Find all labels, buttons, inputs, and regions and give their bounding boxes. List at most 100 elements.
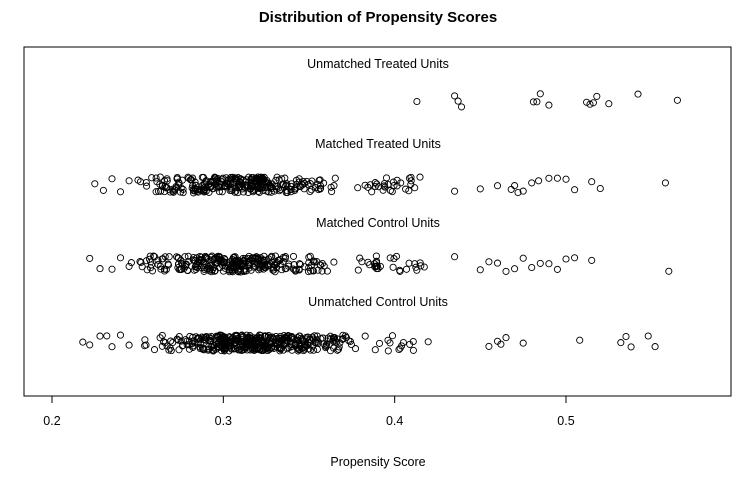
data-point [200, 186, 208, 194]
data-point [266, 334, 274, 342]
data-point [273, 341, 281, 349]
data-point [371, 182, 379, 191]
data-point [156, 334, 164, 342]
data-point [237, 268, 245, 276]
data-point [165, 253, 173, 261]
data-point [201, 336, 210, 344]
data-point [181, 336, 190, 344]
data-point [307, 186, 316, 194]
data-point [157, 187, 165, 195]
data-point [358, 258, 366, 266]
data-point [166, 344, 174, 352]
data-point [371, 346, 379, 354]
data-point [164, 260, 172, 268]
data-point [374, 265, 382, 273]
data-point [361, 332, 369, 340]
data-point [335, 343, 343, 351]
data-point [586, 100, 594, 108]
data-point [341, 332, 349, 340]
data-point [214, 332, 222, 340]
data-point [571, 186, 579, 194]
data-point [204, 346, 212, 354]
data-point [396, 344, 404, 352]
data-point [232, 187, 240, 195]
data-point [322, 342, 330, 350]
data-point [366, 261, 374, 269]
data-point [306, 335, 314, 343]
data-point [234, 268, 242, 276]
data-point [417, 262, 425, 270]
data-point [189, 174, 197, 182]
data-point [545, 101, 553, 109]
data-point [451, 253, 459, 261]
data-point [451, 92, 459, 100]
data-point [399, 338, 407, 347]
series-2-points [91, 173, 669, 197]
data-point [372, 252, 380, 260]
data-point [183, 337, 191, 345]
data-point [167, 337, 175, 345]
data-point [454, 97, 462, 105]
data-point [406, 340, 414, 348]
data-point [192, 265, 200, 273]
data-point [519, 254, 527, 262]
data-point [79, 338, 87, 346]
data-point [125, 341, 133, 349]
data-point [605, 100, 613, 108]
data-point [295, 345, 303, 353]
x-axis-ticks: 0.2 0.3 0.4 0.5 [43, 396, 575, 428]
data-point [210, 181, 218, 189]
data-point [395, 345, 403, 354]
data-point [169, 185, 177, 193]
data-point [173, 253, 181, 261]
data-point [267, 343, 275, 352]
data-point [661, 179, 669, 187]
data-point [156, 262, 164, 270]
data-point [231, 188, 239, 196]
data-point [644, 332, 652, 340]
data-point [376, 262, 384, 270]
data-point [390, 181, 398, 190]
data-point [627, 343, 635, 351]
data-point [380, 179, 389, 188]
data-point [215, 188, 223, 196]
chart-title: Distribution of Propensity Scores [259, 9, 497, 26]
data-point [529, 98, 537, 106]
data-point [134, 176, 142, 184]
data-point [154, 261, 162, 269]
data-point [289, 252, 298, 260]
data-point [328, 188, 336, 196]
data-point [311, 258, 319, 266]
data-point [175, 332, 183, 341]
data-point [99, 186, 107, 194]
group-label: Matched Treated Units [315, 137, 441, 151]
series-4-points [79, 331, 659, 355]
data-point [142, 341, 150, 349]
data-point [177, 337, 185, 345]
data-point [528, 179, 536, 187]
data-point [208, 346, 216, 354]
data-point [143, 266, 151, 274]
data-point [125, 262, 133, 270]
data-point [306, 187, 314, 196]
data-point [161, 182, 169, 190]
data-point [514, 188, 522, 197]
data-point [242, 335, 250, 343]
data-point [412, 263, 420, 271]
data-point [137, 258, 145, 267]
data-point [424, 338, 432, 346]
data-point [528, 263, 536, 272]
data-point [208, 266, 216, 274]
data-point [203, 184, 211, 192]
data-point [511, 182, 519, 190]
data-point [296, 182, 304, 190]
data-point [405, 174, 414, 182]
data-point [233, 336, 241, 345]
data-point [317, 335, 325, 343]
data-point [407, 180, 415, 188]
data-point [175, 346, 183, 354]
data-point [292, 180, 300, 188]
data-point [189, 343, 197, 351]
data-point [238, 183, 246, 191]
x-tick-label: 0.5 [557, 414, 574, 428]
